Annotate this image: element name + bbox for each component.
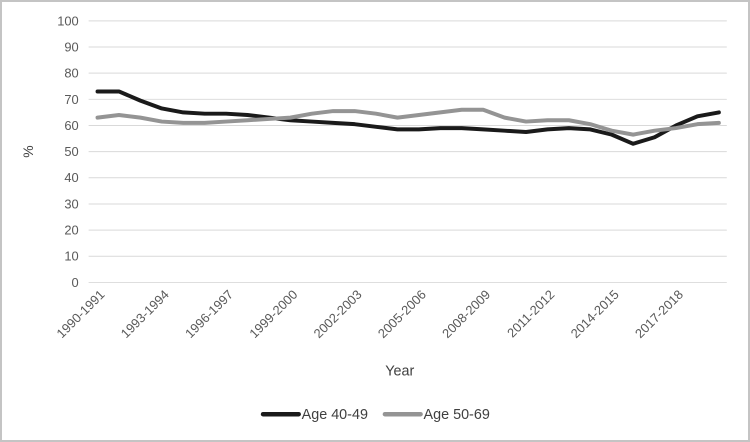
y-tick-label: 0 <box>72 275 79 290</box>
x-tick-label: 1990-1991 <box>53 287 107 341</box>
y-tick-label: 60 <box>64 118 78 133</box>
y-tick-label: 10 <box>64 249 78 264</box>
y-tick-label: 100 <box>57 13 78 28</box>
legend-label: Age 40-49 <box>302 407 368 423</box>
y-tick-label: 30 <box>64 196 78 211</box>
x-axis-title: Year <box>385 364 414 380</box>
y-axis-tick-labels: 0 10 20 30 40 50 60 70 80 90 100 <box>57 13 78 290</box>
legend: Age 40-49 Age 50-69 <box>260 407 490 423</box>
series-line-age-40-49 <box>95 89 721 146</box>
legend-label: Age 50-69 <box>424 407 490 423</box>
y-tick-label: 50 <box>64 144 78 159</box>
y-tick-label: 70 <box>64 92 78 107</box>
x-tick-label: 2011-2012 <box>504 287 557 340</box>
x-tick-label: 1996-1997 <box>182 287 236 341</box>
x-tick-label: 2005-2006 <box>375 287 429 341</box>
y-tick-label: 20 <box>64 223 78 238</box>
x-axis-tick-labels: 1990-1991 1993-1994 1996-1997 1999-2000 2002… <box>53 287 686 341</box>
x-tick-label: 2008-2009 <box>439 287 493 341</box>
x-tick-label: 2014-2015 <box>568 287 622 341</box>
series-line-age-50-69 <box>95 107 721 137</box>
y-tick-label: 40 <box>64 170 78 185</box>
y-tick-label: 80 <box>64 66 78 81</box>
x-tick-label: 1993-1994 <box>118 287 172 341</box>
x-tick-label: 2002-2003 <box>311 287 365 341</box>
gridlines <box>88 20 727 283</box>
y-axis-title: % <box>20 145 36 157</box>
x-tick-label: 1999-2000 <box>246 287 300 341</box>
y-tick-label: 90 <box>64 39 78 54</box>
data-series-lines <box>95 89 721 146</box>
x-tick-label: 2017-2018 <box>632 287 686 341</box>
